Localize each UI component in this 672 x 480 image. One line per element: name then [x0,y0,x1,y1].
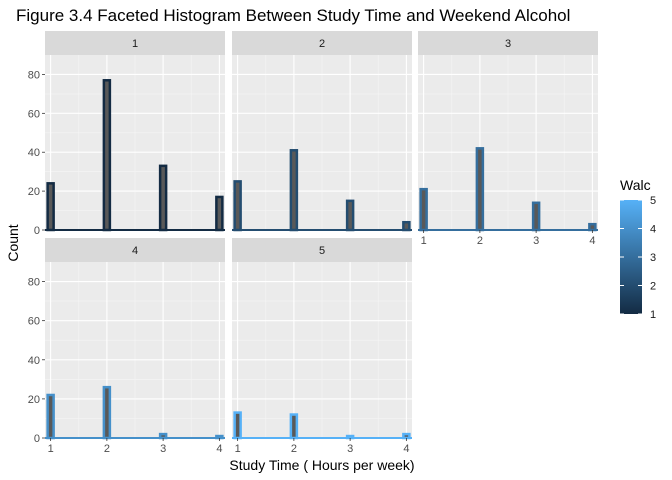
facet-strip-label: 3 [505,38,511,50]
histogram-bar [46,393,55,440]
histogram-bar [46,182,55,232]
histogram-bar [215,195,224,232]
facet-strip-label: 5 [319,245,325,257]
histogram-bar [419,187,428,232]
facet-strip [418,31,598,55]
facet-strip [232,238,412,262]
histogram-bar [233,411,242,440]
facet-strip [45,31,225,55]
histogram-bar [402,432,411,440]
y-tick-label: 0 [34,433,40,445]
x-tick-label: 2 [104,443,110,455]
legend-tick-label: 4 [650,224,656,236]
y-tick-label: 80 [28,69,40,81]
x-tick-label: 1 [48,443,54,455]
y-tick-label: 80 [28,277,40,289]
facet-panel-2: 2 [232,31,412,232]
empty-bins-baseline [45,229,225,231]
legend-colorbar [620,200,642,314]
histogram-bar [588,222,597,232]
x-axis-title: Study Time ( Hours per week) [229,457,414,473]
x-tick-label: 1 [235,443,241,455]
histogram-bar [289,413,299,440]
x-tick-label: 3 [533,235,539,247]
facet-panel-3: 3 1 2 3 4 [418,31,598,247]
histogram-bar [215,434,224,440]
facet-panel-1: 1 0 20 40 60 80 [28,31,225,237]
x-tick-label: 2 [291,443,297,455]
x-tick-label: 3 [160,443,166,455]
legend-tick-label: 5 [650,195,656,207]
histogram-bar [345,199,355,232]
legend: Walc 1 2 3 4 5 [620,177,656,321]
empty-bins-baseline [418,229,598,231]
legend-tick-label: 3 [650,252,656,264]
y-tick-label: 40 [28,147,40,159]
histogram-bar [289,149,299,232]
legend-tick-label: 1 [650,309,656,321]
x-tick-label: 3 [347,443,353,455]
y-tick-label: 0 [34,225,40,237]
histogram-bar [158,164,168,232]
y-tick-label: 40 [28,355,40,367]
histogram-bar [102,385,112,440]
facet-strip [45,238,225,262]
histogram-bar [402,220,411,232]
histogram-bar [102,79,112,232]
histogram-bar [233,180,242,232]
legend-title: Walc [620,177,651,193]
facet-strip-label: 4 [132,245,138,257]
legend-tick-label: 2 [650,281,656,293]
histogram-bar [475,147,485,232]
empty-bins-baseline [45,437,225,439]
x-tick-label: 4 [403,443,409,455]
x-tick-label: 1 [421,235,427,247]
empty-bins-baseline [232,437,412,439]
empty-bins-baseline [232,229,412,231]
facet-strip [232,31,412,55]
x-tick-label: 2 [477,235,483,247]
facet-strip-label: 2 [319,38,325,50]
y-tick-label: 20 [28,186,40,198]
y-axis-title: Count [5,224,21,261]
x-tick-label: 4 [216,443,222,455]
x-tick-label: 4 [589,235,595,247]
y-tick-label: 60 [28,316,40,328]
chart-title: Figure 3.4 Faceted Histogram Between Stu… [16,6,570,25]
y-tick-label: 20 [28,394,40,406]
histogram-bar [531,201,541,232]
histogram-bar [345,434,355,440]
facet-strip-label: 1 [132,38,138,50]
y-tick-label: 60 [28,108,40,120]
facet-panel-5: 5 1 2 3 4 [232,238,412,455]
histogram-bar [158,432,168,440]
